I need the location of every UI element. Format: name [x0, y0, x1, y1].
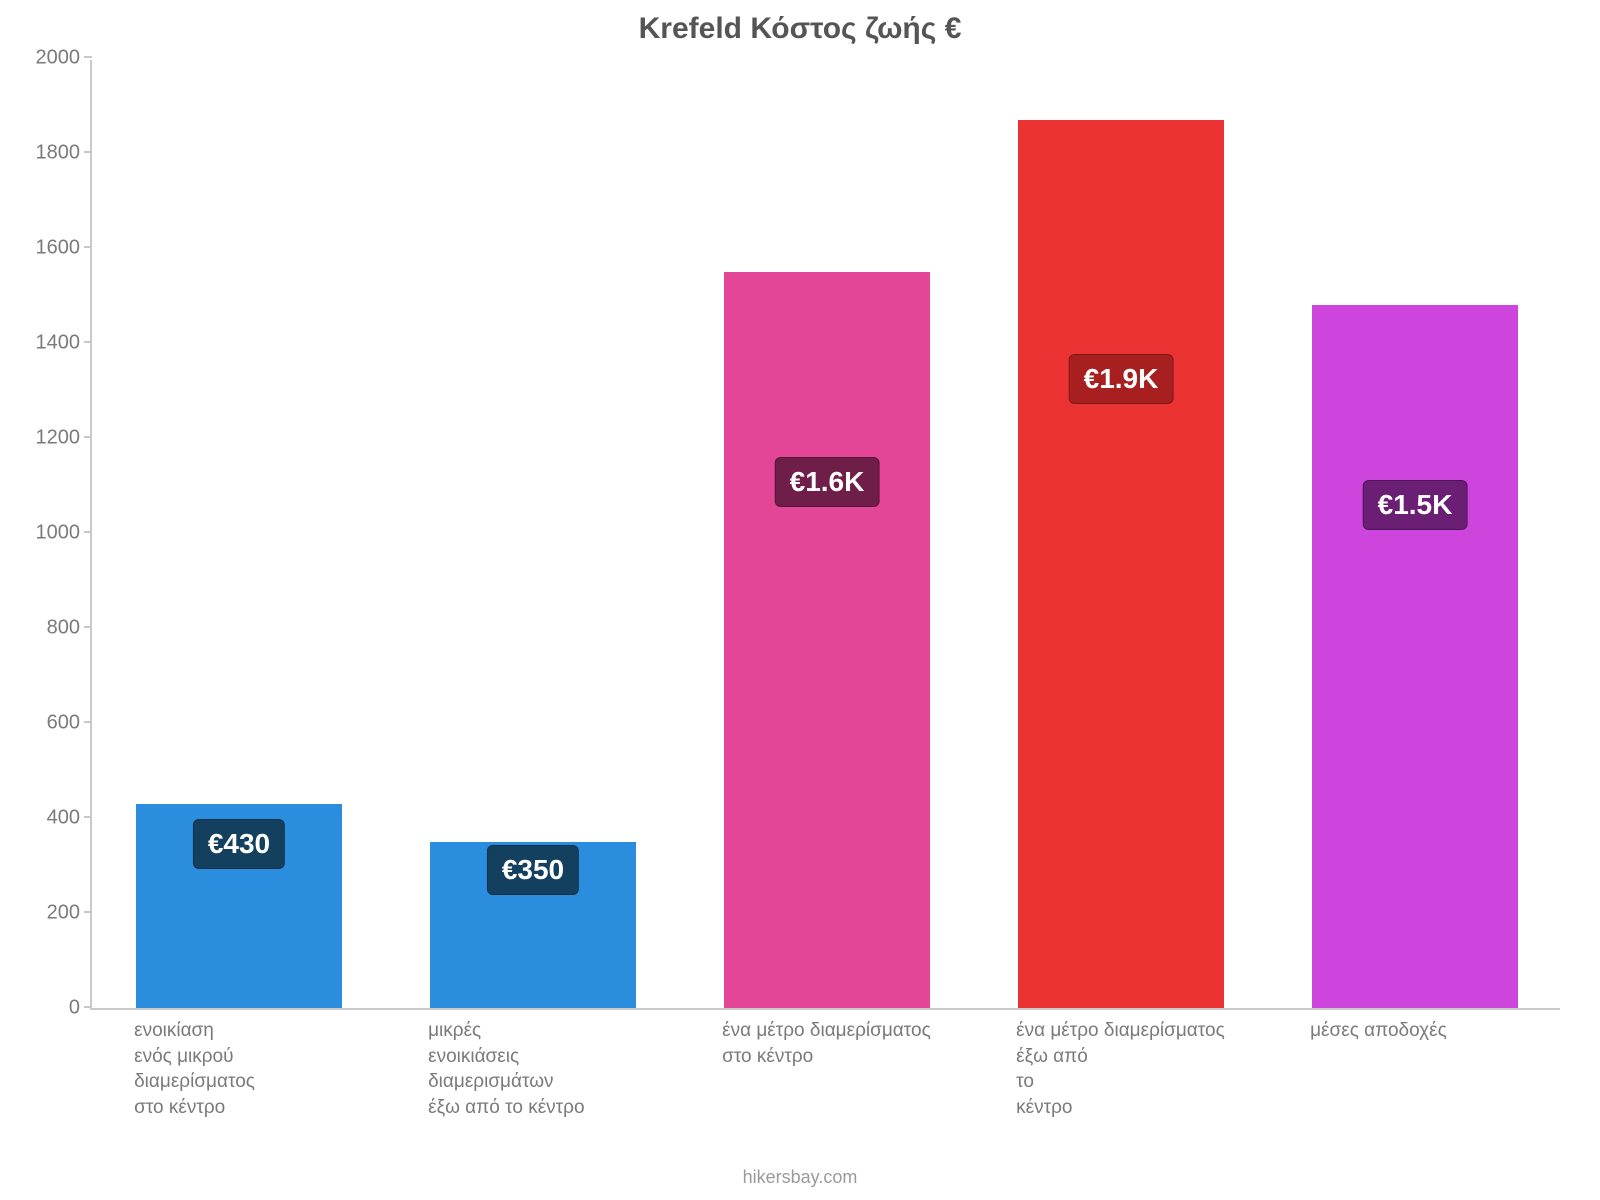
y-tick-mark	[84, 911, 92, 913]
y-tick-mark	[84, 151, 92, 153]
x-axis-label: ένα μέτρο διαμερίσματος στο κέντρο	[722, 1018, 958, 1069]
source-label: hikersbay.com	[0, 1167, 1600, 1188]
chart-title: Krefeld Κόστος ζωής €	[0, 12, 1600, 46]
bar-value-badge: €1.5K	[1363, 480, 1468, 530]
bar: €1.5K	[1312, 305, 1518, 1008]
bar-value-badge: €430	[193, 819, 285, 869]
y-tick-label: 0	[69, 997, 80, 1020]
y-tick-label: 1200	[36, 427, 81, 450]
y-tick-mark	[84, 626, 92, 628]
y-tick-mark	[84, 246, 92, 248]
y-tick-label: 2000	[36, 47, 81, 70]
bar: €430	[136, 804, 342, 1008]
x-axis-label: ενοικίαση ενός μικρού διαμερίσματος στο …	[134, 1018, 370, 1121]
y-tick-label: 800	[47, 617, 80, 640]
x-axis-labels: ενοικίαση ενός μικρού διαμερίσματος στο …	[90, 1018, 1560, 1158]
y-tick-mark	[84, 721, 92, 723]
y-tick-mark	[84, 531, 92, 533]
y-tick-label: 1400	[36, 332, 81, 355]
y-tick-label: 400	[47, 807, 80, 830]
y-tick-mark	[84, 816, 92, 818]
cost-of-living-chart: Krefeld Κόστος ζωής € €430 €350 €1.6K €1.9K…	[0, 0, 1600, 1200]
y-tick-label: 1800	[36, 142, 81, 165]
x-axis-label: μικρές ενοικιάσεις διαμερισμάτων έξω από…	[428, 1018, 664, 1121]
y-tick-mark	[84, 1006, 92, 1008]
bar-value-badge: €1.6K	[775, 457, 880, 507]
bar: €350	[430, 842, 636, 1008]
y-tick-label: 600	[47, 712, 80, 735]
y-tick-mark	[84, 56, 92, 58]
bar-value-badge: €1.9K	[1069, 354, 1174, 404]
bar-value-badge: €350	[487, 845, 579, 895]
y-tick-label: 1000	[36, 522, 81, 545]
bar: €1.6K	[724, 272, 930, 1008]
y-tick-label: 1600	[36, 237, 81, 260]
bars-layer: €430 €350 €1.6K €1.9K €1.5K	[92, 60, 1560, 1008]
x-axis-label: ένα μέτρο διαμερίσματος έξω από το κέντρ…	[1016, 1018, 1252, 1121]
plot-area: €430€350€1.6K€1.9K€1.5K 0200400600800100…	[90, 60, 1560, 1010]
bar: €1.9K	[1018, 120, 1224, 1008]
y-tick-mark	[84, 341, 92, 343]
y-tick-mark	[84, 436, 92, 438]
y-tick-label: 200	[47, 902, 80, 925]
x-axis-label: μέσες αποδοχές	[1310, 1018, 1546, 1044]
